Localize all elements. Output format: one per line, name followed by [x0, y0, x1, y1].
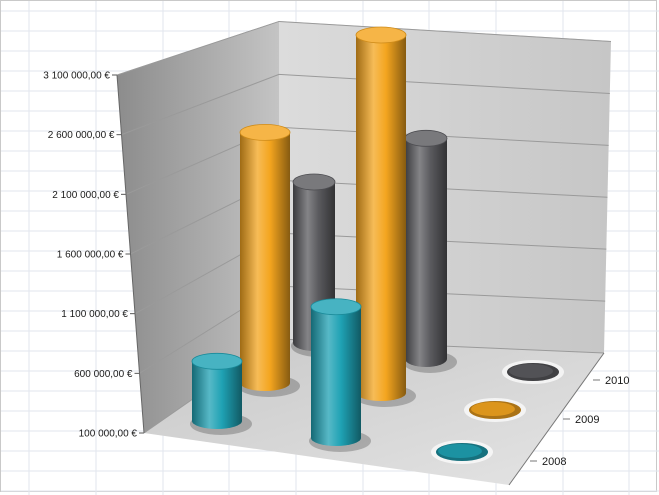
- disc-top: [471, 402, 515, 416]
- bar-top: [239, 123, 291, 141]
- side-wall: [117, 21, 279, 433]
- bar-2009-2: [354, 26, 416, 407]
- depth-label-2008: 2008: [542, 456, 566, 468]
- y-tick-label: 2 600 000,00 €: [48, 130, 115, 141]
- depth-label-2009: 2009: [575, 414, 599, 426]
- bar-top: [355, 26, 407, 44]
- bar-2009-1: [238, 123, 300, 397]
- y-tick-label: 1 600 000,00 €: [57, 250, 124, 261]
- disc-top: [438, 444, 482, 458]
- bar-top: [191, 352, 243, 370]
- depth-label-2010: 2010: [605, 375, 629, 387]
- disc-2009: [464, 398, 526, 422]
- gridline: [121, 73, 610, 136]
- y-tick-label: 2 100 000,00 €: [52, 190, 119, 201]
- gridline: [116, 20, 612, 76]
- y-tick-label: 600 000,00 €: [74, 369, 133, 380]
- y-tick-label: 100 000,00 €: [79, 429, 138, 440]
- y-tick-label: 3 100 000,00 €: [43, 71, 110, 82]
- bar-2008-1: [190, 352, 252, 435]
- bar-top: [404, 129, 448, 147]
- bar-top: [292, 173, 336, 191]
- disc-top: [509, 364, 553, 378]
- bar-2008-2: [309, 298, 371, 452]
- bar-top: [310, 298, 362, 316]
- y-axis: 100 000,00 € 600 000,00 € 1 100 000,00 € 1 …: [43, 71, 145, 440]
- y-axis-line: [116, 74, 145, 434]
- depth-axis: 2010 2009 2008: [508, 352, 629, 486]
- bar-body: [311, 306, 361, 446]
- bar-body: [240, 132, 290, 391]
- bar-body: [356, 35, 406, 401]
- disc-2008: [431, 440, 493, 464]
- bar-body: [192, 361, 242, 429]
- bar-body: [405, 138, 447, 367]
- disc-2010: [502, 360, 564, 384]
- bar-2010-2: [403, 129, 457, 373]
- depth-axis-line: [508, 352, 605, 486]
- y-tick-label: 1 100 000,00 €: [61, 309, 128, 320]
